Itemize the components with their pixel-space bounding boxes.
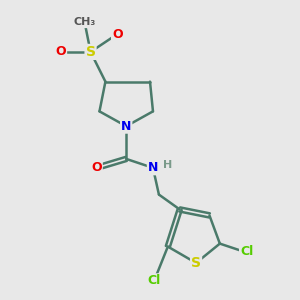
Text: S: S bbox=[191, 256, 201, 270]
Text: Cl: Cl bbox=[148, 274, 161, 287]
Text: O: O bbox=[91, 161, 102, 174]
Text: CH₃: CH₃ bbox=[74, 17, 96, 27]
Text: O: O bbox=[56, 45, 66, 58]
Text: Cl: Cl bbox=[240, 244, 253, 258]
Text: S: S bbox=[85, 45, 96, 59]
Text: N: N bbox=[121, 120, 131, 133]
Text: O: O bbox=[112, 28, 123, 40]
Text: N: N bbox=[148, 161, 158, 174]
Text: H: H bbox=[163, 160, 172, 170]
